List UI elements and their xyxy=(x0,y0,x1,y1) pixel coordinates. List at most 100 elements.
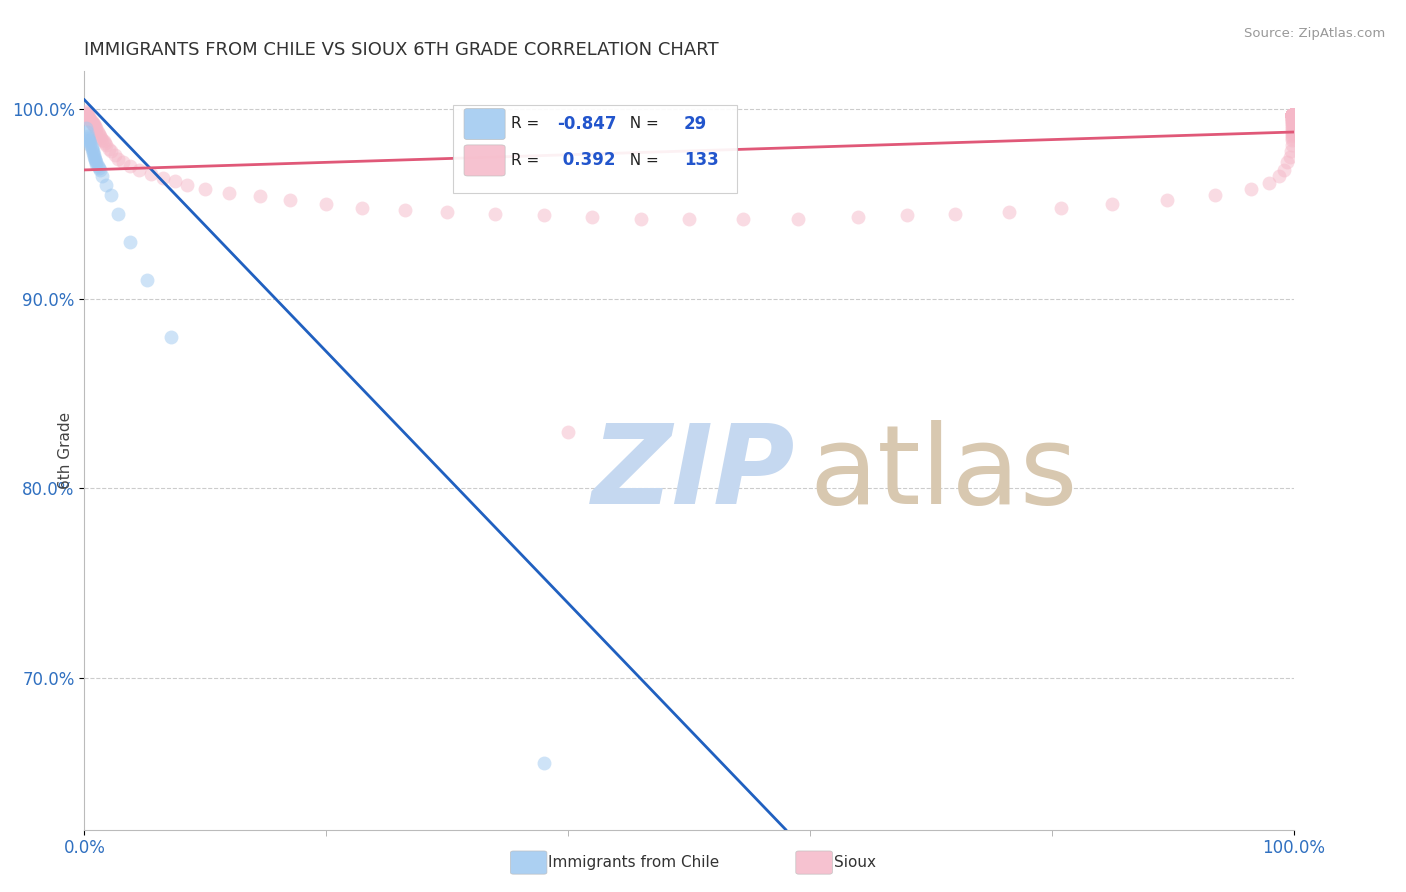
Point xyxy=(1281,108,1303,122)
Point xyxy=(75,108,97,122)
Text: N =: N = xyxy=(620,116,664,131)
Point xyxy=(77,108,100,122)
Point xyxy=(76,106,98,120)
Point xyxy=(1281,108,1303,122)
Point xyxy=(1281,108,1303,122)
Point xyxy=(630,212,652,227)
Point xyxy=(79,138,101,153)
Point xyxy=(249,189,271,203)
Point xyxy=(533,209,555,223)
Point xyxy=(1278,150,1301,164)
Text: Immigrants from Chile: Immigrants from Chile xyxy=(548,855,720,870)
Point xyxy=(80,115,103,129)
Point xyxy=(79,113,101,128)
Point xyxy=(1281,108,1303,122)
Point xyxy=(846,211,869,225)
Point xyxy=(1281,108,1303,122)
Point xyxy=(75,121,97,136)
Point xyxy=(1281,108,1303,122)
Point xyxy=(1281,108,1303,122)
Point xyxy=(394,202,416,217)
Point xyxy=(1281,117,1303,131)
Point xyxy=(1281,108,1303,122)
Point xyxy=(1281,108,1303,122)
Point xyxy=(1281,110,1303,124)
Point xyxy=(165,174,187,188)
Point xyxy=(97,142,120,156)
Point xyxy=(94,136,117,151)
Point xyxy=(86,125,108,139)
Point xyxy=(352,201,374,215)
Point xyxy=(76,110,98,124)
Point xyxy=(1281,113,1303,128)
Point xyxy=(1281,113,1303,128)
Point xyxy=(1204,187,1226,202)
Point xyxy=(94,138,117,153)
FancyBboxPatch shape xyxy=(464,145,505,176)
Point xyxy=(107,206,129,220)
Point xyxy=(1281,108,1303,122)
Point xyxy=(80,113,103,128)
Point xyxy=(83,150,105,164)
Point xyxy=(82,117,104,131)
Point xyxy=(786,212,808,227)
Text: R =: R = xyxy=(512,153,544,168)
Point xyxy=(1156,194,1178,208)
Point xyxy=(1281,108,1303,122)
Point xyxy=(1281,110,1303,124)
Point xyxy=(152,170,174,185)
Point xyxy=(1281,108,1303,122)
Text: 29: 29 xyxy=(685,115,707,133)
Point xyxy=(89,162,111,177)
Point xyxy=(82,115,104,129)
Point xyxy=(1281,108,1303,122)
Point xyxy=(1281,112,1303,126)
Point xyxy=(1281,112,1303,126)
Point xyxy=(1281,115,1303,129)
Point xyxy=(86,159,108,173)
Point xyxy=(1281,110,1303,124)
Point xyxy=(112,155,135,169)
Point xyxy=(1272,162,1295,177)
Point xyxy=(94,178,117,193)
Point xyxy=(1281,108,1303,122)
Point xyxy=(120,159,142,173)
Point xyxy=(1281,127,1303,141)
Point xyxy=(1281,108,1303,122)
Point xyxy=(1281,132,1303,146)
Point xyxy=(86,155,108,169)
Point xyxy=(82,145,104,160)
Point xyxy=(1281,130,1303,145)
Point xyxy=(194,182,217,196)
Point xyxy=(86,157,108,171)
Point xyxy=(1281,108,1303,122)
Point xyxy=(1281,108,1303,122)
Point xyxy=(1277,155,1299,169)
Point xyxy=(1281,108,1303,122)
Point xyxy=(79,136,101,151)
Point xyxy=(1281,108,1303,122)
Point xyxy=(1281,108,1303,122)
Point xyxy=(75,104,97,119)
Text: Source: ZipAtlas.com: Source: ZipAtlas.com xyxy=(1244,27,1385,40)
Point xyxy=(1268,169,1291,183)
Point xyxy=(1281,108,1303,122)
Point xyxy=(1281,108,1303,122)
Point xyxy=(1281,108,1303,122)
Point xyxy=(77,135,100,149)
Y-axis label: 6th Grade: 6th Grade xyxy=(58,412,73,489)
Point xyxy=(1281,108,1303,122)
Point xyxy=(84,152,107,166)
Point xyxy=(80,142,103,156)
Point xyxy=(1281,108,1303,122)
Point xyxy=(86,123,108,137)
Point xyxy=(1281,120,1303,134)
Point xyxy=(77,130,100,145)
Point xyxy=(896,209,918,223)
Point xyxy=(1281,108,1303,122)
Point xyxy=(84,153,107,168)
Point xyxy=(77,128,100,143)
Point xyxy=(1281,121,1303,136)
Point xyxy=(1240,182,1263,196)
Point xyxy=(91,169,114,183)
